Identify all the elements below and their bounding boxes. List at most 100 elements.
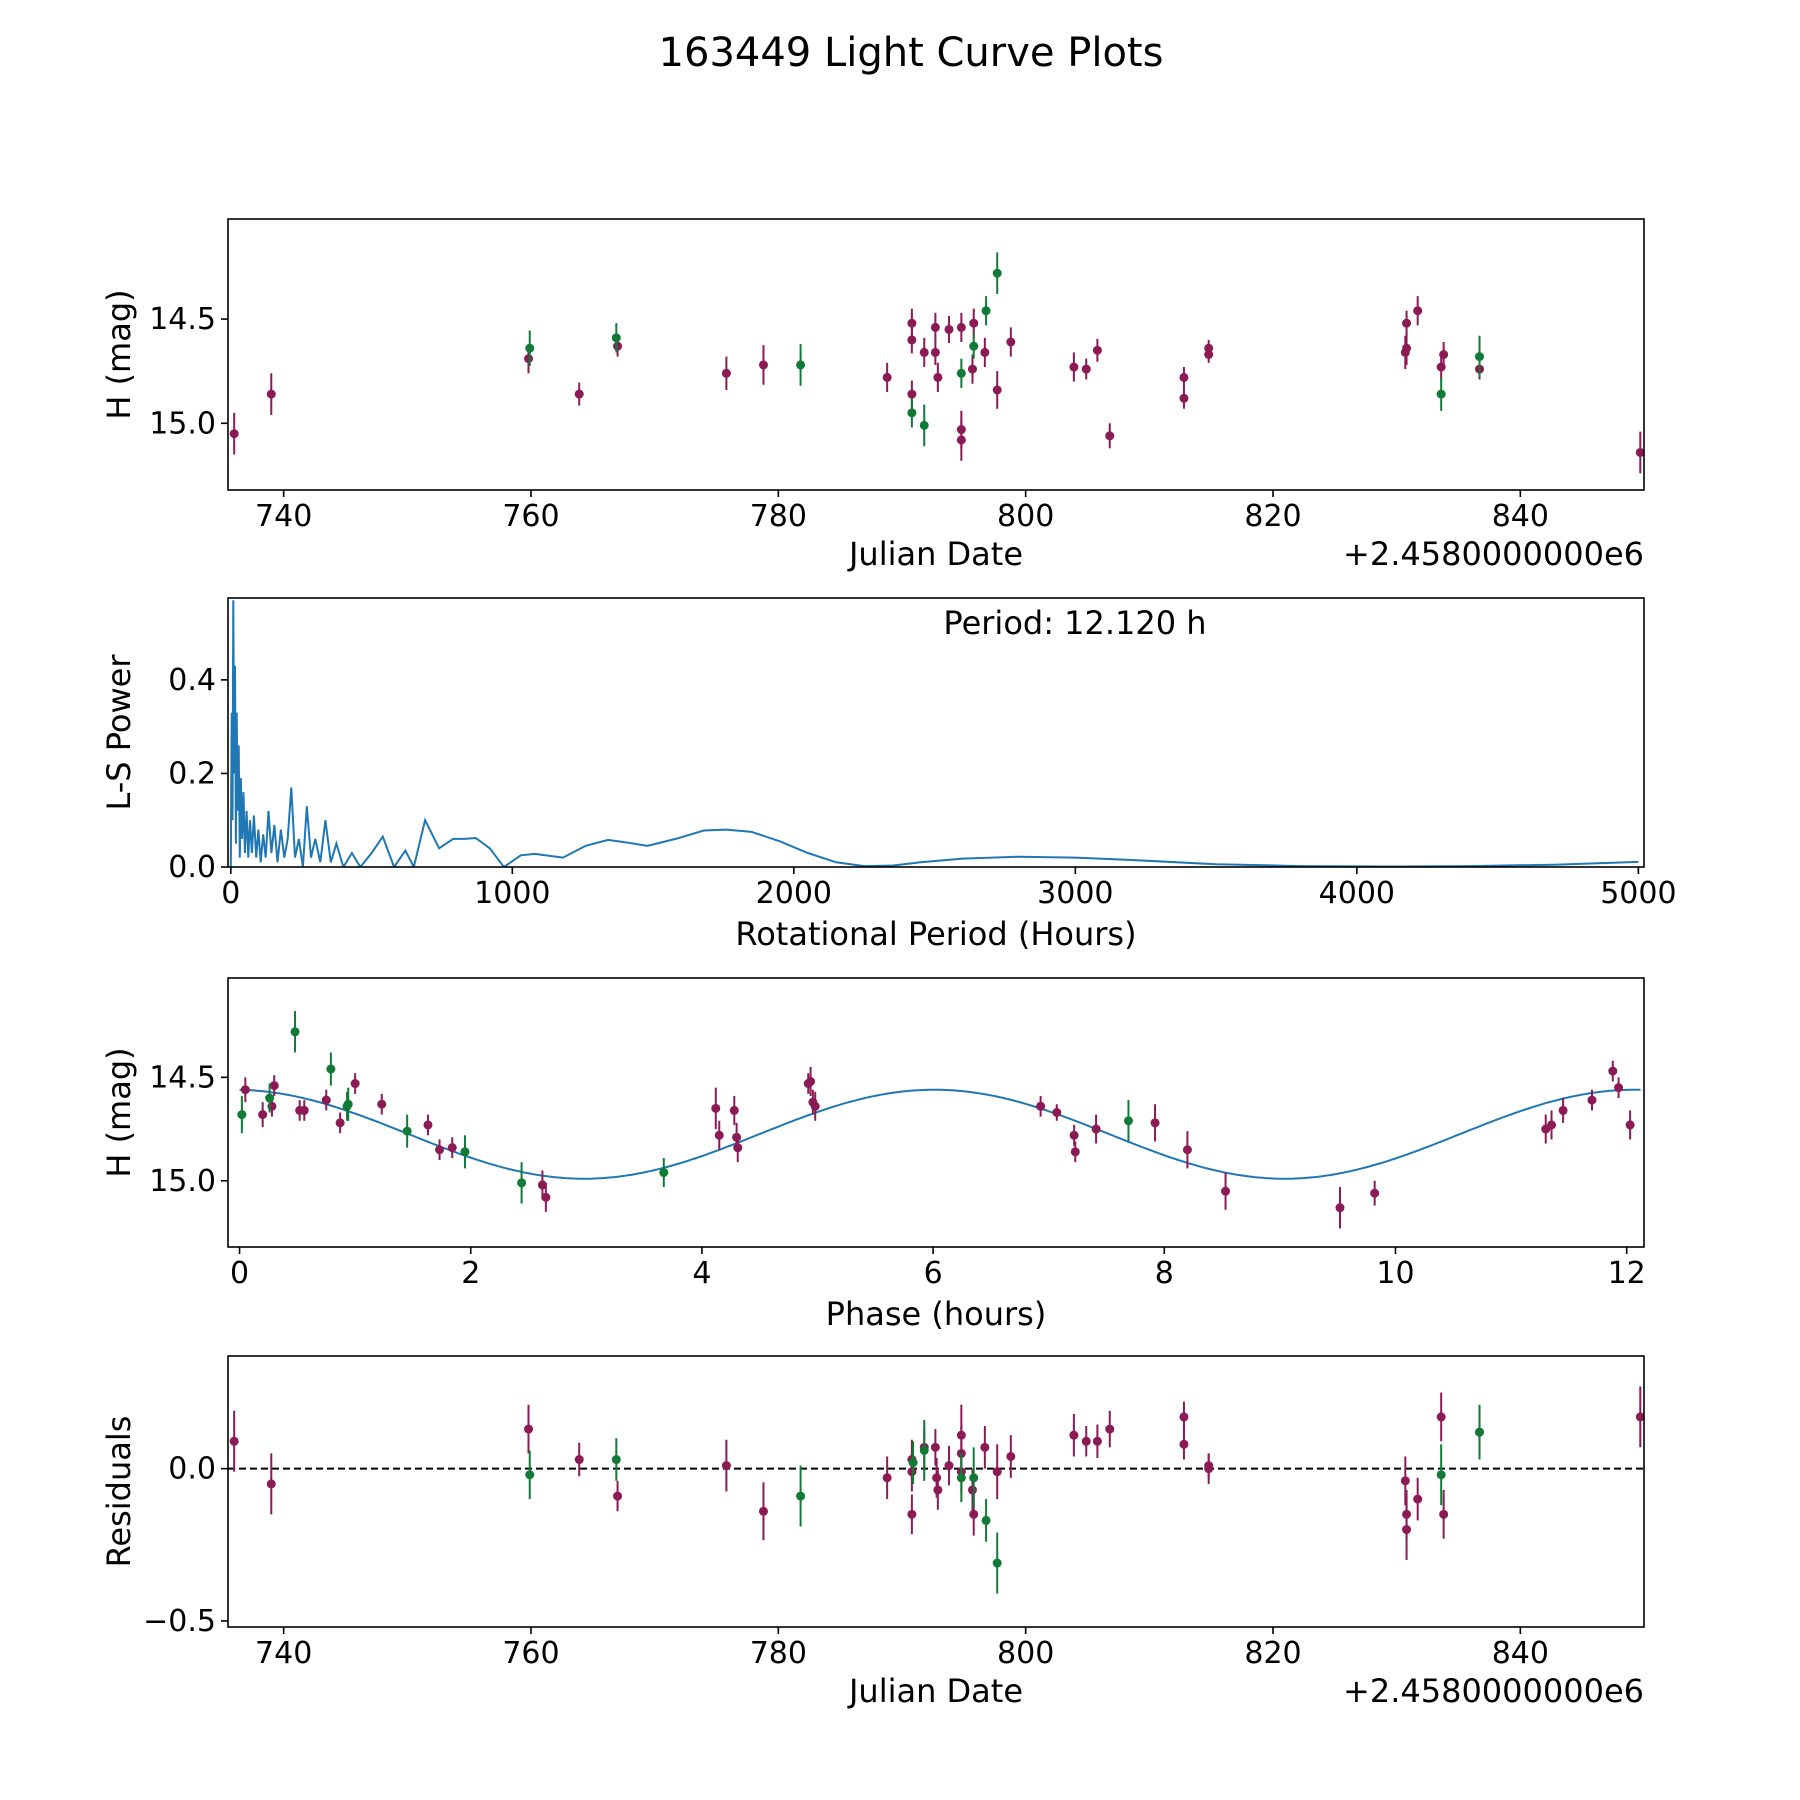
data-point-filter-b	[907, 408, 917, 418]
data-point-filter-b	[908, 1458, 918, 1468]
data-point-filter-b	[237, 1110, 247, 1120]
data-point-filter-a	[1402, 1525, 1412, 1535]
x-tick-label: 780	[750, 1636, 807, 1671]
data-point-filter-a	[1335, 1203, 1345, 1213]
data-point-filter-a	[1052, 1108, 1062, 1117]
data-point-filter-a	[1036, 1101, 1046, 1111]
data-point-filter-a	[1614, 1083, 1624, 1093]
axes-frame	[227, 597, 1645, 868]
chart-residuals: 740 760 780 800 820 840 0.0 −0.5 Julian Date Resi…	[100, 1355, 1645, 1710]
figure-title: 163449 Light Curve Plots	[659, 30, 1164, 76]
data-point-filter-a	[1105, 1424, 1115, 1434]
x-axis-label: Rotational Period (Hours)	[735, 915, 1136, 953]
data-point-filter-a	[1370, 1188, 1380, 1198]
data-point-filter-a	[980, 347, 990, 357]
data-point-filter-a	[944, 1461, 954, 1471]
data-point-filter-a	[907, 1509, 917, 1519]
data-point-filter-b	[796, 1491, 806, 1501]
axes-frame	[227, 218, 1645, 491]
data-point-filter-a	[299, 1105, 309, 1115]
data-point-filter-a	[377, 1099, 387, 1109]
x-tick-label: 3000	[1037, 876, 1113, 911]
data-point-filter-b	[1436, 389, 1446, 399]
x-tick-label: 5000	[1600, 876, 1676, 911]
data-point-filter-a	[930, 1442, 940, 1452]
data-point-filter-a	[1439, 350, 1449, 359]
y-tick-label: 14.5	[149, 302, 216, 337]
data-point-filter-a	[266, 389, 276, 399]
y-axis-label: Residuals	[100, 1416, 138, 1568]
data-point-filter-a	[524, 354, 534, 364]
data-point-filter-a	[1400, 1476, 1410, 1486]
data-point-filter-a	[1179, 1439, 1189, 1449]
data-point-filter-a	[1547, 1120, 1557, 1130]
x-tick-label: 820	[1244, 1636, 1301, 1671]
data-point-filter-a	[1091, 1124, 1101, 1134]
x-tick-label: 760	[502, 499, 559, 534]
chart-raw: 740 760 780 800 820 840 15.0 14.5 Julian Date H (…	[100, 218, 1645, 573]
data-point-filter-a	[537, 1180, 547, 1190]
data-point-filter-a	[721, 368, 731, 378]
y-tick-label: 0.0	[168, 850, 216, 885]
data-point-filter-b	[525, 343, 535, 353]
data-point-filter-b	[1475, 352, 1485, 362]
data-point-filter-b	[460, 1147, 470, 1157]
data-point-filter-a	[1092, 1436, 1102, 1446]
model-fit-curve	[239, 1088, 1641, 1180]
data-point-filter-a	[967, 364, 977, 374]
data-point-filter-b	[1123, 1116, 1133, 1126]
data-point-filter-a	[574, 1455, 584, 1465]
data-layer	[228, 1386, 1644, 1594]
data-point-filter-a	[1069, 1430, 1079, 1440]
data-point-filter-a	[435, 1145, 445, 1155]
y-axis-label: H (mag)	[100, 1047, 138, 1177]
data-point-filter-b	[992, 1558, 1002, 1568]
x-tick-label: 8	[1155, 1256, 1174, 1291]
data-point-filter-b	[796, 360, 806, 370]
data-point-filter-a	[1069, 362, 1079, 372]
data-point-filter-a	[229, 1436, 239, 1446]
data-point-filter-a	[919, 347, 929, 357]
x-tick-label: 800	[997, 1636, 1054, 1671]
data-layer	[229, 600, 1639, 867]
y-axis-label: L-S Power	[100, 654, 138, 811]
x-tick-label: 740	[255, 499, 312, 534]
data-point-filter-b	[981, 306, 991, 316]
data-point-filter-a	[1625, 1120, 1635, 1130]
data-point-filter-b	[342, 1101, 352, 1111]
data-point-filter-a	[733, 1143, 743, 1153]
data-point-filter-a	[1558, 1105, 1568, 1115]
data-point-filter-a	[980, 1442, 990, 1452]
data-point-filter-a	[969, 1509, 979, 1519]
data-point-filter-a	[732, 1132, 742, 1142]
data-point-filter-a	[944, 324, 954, 334]
data-point-filter-a	[711, 1103, 721, 1113]
data-point-filter-a	[524, 1424, 534, 1434]
data-point-filter-a	[613, 1491, 623, 1501]
data-point-filter-b	[402, 1126, 412, 1136]
data-point-filter-b	[611, 333, 621, 343]
data-layer	[237, 1011, 1641, 1229]
data-point-filter-a	[721, 1461, 731, 1471]
data-point-filter-a	[541, 1192, 551, 1202]
data-point-filter-a	[266, 1479, 276, 1489]
data-point-filter-b	[517, 1178, 527, 1188]
x-tick-label: 840	[1492, 499, 1549, 534]
data-point-filter-b	[969, 341, 979, 351]
x-tick-label: 1000	[474, 876, 550, 911]
data-point-filter-b	[956, 1473, 966, 1483]
x-tick-label: 2000	[756, 876, 832, 911]
y-tick-label: 0.4	[168, 663, 216, 698]
data-point-filter-a	[758, 360, 768, 370]
x-tick-label: 0	[230, 1256, 249, 1291]
data-point-filter-b	[919, 1445, 929, 1455]
x-tick-label: 0	[221, 876, 240, 911]
x-tick-label: 740	[255, 1636, 312, 1671]
data-point-filter-a	[1182, 1145, 1192, 1155]
y-axis-label: H (mag)	[100, 289, 138, 419]
data-point-filter-b	[956, 368, 966, 378]
data-point-filter-b	[525, 1470, 535, 1480]
